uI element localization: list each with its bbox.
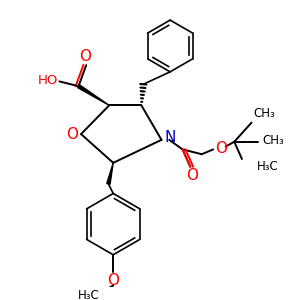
Text: O: O [66, 127, 78, 142]
Text: O: O [186, 168, 198, 183]
Text: N: N [164, 130, 176, 146]
Text: O: O [79, 49, 91, 64]
Text: CH₃: CH₃ [263, 134, 284, 147]
Polygon shape [107, 163, 113, 184]
Text: HO: HO [38, 74, 58, 87]
Text: O: O [107, 273, 119, 288]
Text: O: O [215, 141, 227, 156]
Polygon shape [78, 85, 109, 105]
Text: H₃C: H₃C [77, 289, 99, 300]
Text: H₃C: H₃C [257, 160, 279, 173]
Text: CH₃: CH₃ [254, 107, 275, 121]
